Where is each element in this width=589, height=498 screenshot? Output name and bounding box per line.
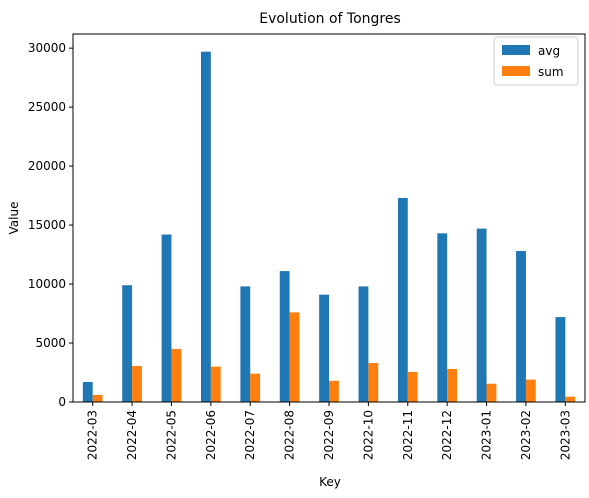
y-tick-label: 20000 xyxy=(28,159,66,173)
x-tick-label: 2022-11 xyxy=(401,410,415,460)
x-axis-label: Key xyxy=(319,475,341,489)
x-tick-label: 2022-12 xyxy=(440,410,454,460)
bar-sum-2022-03 xyxy=(92,394,103,402)
legend-box xyxy=(493,36,579,86)
bar-sum-2022-08 xyxy=(289,312,300,402)
bar-sum-2022-04 xyxy=(132,366,142,402)
y-axis-label: Value xyxy=(7,202,21,235)
plot-frame xyxy=(72,33,586,403)
bar-sum-2022-11 xyxy=(407,371,418,402)
bar-avg-2022-05 xyxy=(161,234,172,402)
bar-sum-2022-06 xyxy=(210,366,221,402)
legend-label-sum: sum xyxy=(538,65,564,79)
bar-avg-2022-07 xyxy=(240,286,251,402)
bar-sum-2023-01 xyxy=(486,383,497,402)
legend-label-avg: avg xyxy=(538,44,560,58)
x-tick-label: 2022-05 xyxy=(164,410,178,460)
bar-avg-2022-12 xyxy=(437,233,448,402)
bar-sum-2022-12 xyxy=(447,368,457,402)
bar-sum-2023-03 xyxy=(565,396,576,402)
bar-avg-2022-06 xyxy=(201,51,211,402)
bar-avg-2023-03 xyxy=(555,317,566,402)
y-axis: 0 5000 10000 15000 20000 25000 30000 xyxy=(28,41,73,409)
bar-sum-2022-10 xyxy=(368,363,379,402)
x-axis: 2022-03 2022-04 2022-05 2022-06 2022-07 2022-… xyxy=(86,402,572,460)
bar-avg-2022-03 xyxy=(82,381,93,402)
bar-avg-2023-01 xyxy=(476,228,487,402)
bar-avg-2022-08 xyxy=(279,271,290,402)
x-tick-label: 2022-08 xyxy=(283,410,297,460)
x-tick-label: 2022-04 xyxy=(125,410,139,460)
x-tick-label: 2022-03 xyxy=(86,410,100,460)
bar-avg-2023-02 xyxy=(516,251,526,402)
x-tick-label: 2023-01 xyxy=(480,410,494,460)
y-tick-label: 15000 xyxy=(28,218,66,232)
y-tick-label: 25000 xyxy=(28,100,66,114)
x-tick-label: 2022-09 xyxy=(322,410,336,460)
bar-sum-2022-07 xyxy=(250,373,261,402)
bar-avg-2022-11 xyxy=(397,197,408,402)
bar-sum-2023-02 xyxy=(525,379,536,402)
legend-swatch-avg xyxy=(502,45,530,55)
x-tick-label: 2022-06 xyxy=(204,410,218,460)
y-tick-label: 0 xyxy=(58,395,66,409)
y-tick-label: 30000 xyxy=(28,41,66,55)
x-tick-label: 2023-02 xyxy=(519,410,533,460)
bar-sum-2022-05 xyxy=(171,348,182,402)
legend: avg sum xyxy=(493,36,579,86)
bar-avg-2022-10 xyxy=(358,286,369,402)
bars-group xyxy=(82,51,576,402)
y-tick-label: 10000 xyxy=(28,277,66,291)
bar-avg-2022-09 xyxy=(319,294,329,402)
x-tick-label: 2023-03 xyxy=(558,410,572,460)
y-tick-label: 5000 xyxy=(35,336,66,350)
chart-title: Evolution of Tongres xyxy=(259,11,401,27)
x-tick-label: 2022-10 xyxy=(361,410,375,460)
legend-swatch-sum xyxy=(502,66,530,76)
bar-avg-2022-04 xyxy=(122,285,133,402)
bar-sum-2022-09 xyxy=(329,380,339,402)
x-tick-label: 2022-07 xyxy=(243,410,257,460)
